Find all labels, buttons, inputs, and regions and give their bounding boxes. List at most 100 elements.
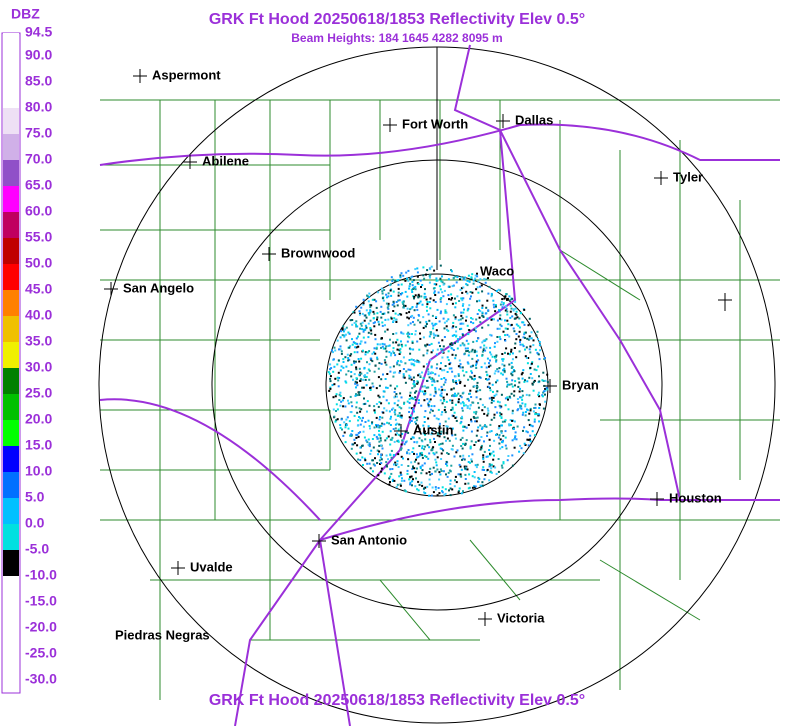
echo-pixel xyxy=(351,343,354,346)
echo-pixel xyxy=(472,322,475,325)
echo-pixel xyxy=(378,396,381,399)
echo-pixel xyxy=(504,397,507,400)
echo-pixel xyxy=(377,367,380,370)
echo-pixel xyxy=(350,434,353,437)
echo-pixel xyxy=(444,365,447,367)
echo-pixel xyxy=(374,352,377,355)
echo-pixel xyxy=(514,312,517,315)
echo-pixel xyxy=(469,446,472,449)
echo-pixel xyxy=(454,479,456,482)
echo-pixel xyxy=(504,319,506,322)
echo-pixel xyxy=(471,377,474,380)
echo-pixel xyxy=(360,306,363,309)
echo-pixel xyxy=(538,341,541,344)
echo-pixel xyxy=(517,377,520,380)
echo-pixel xyxy=(370,304,373,307)
echo-pixel xyxy=(495,354,498,357)
echo-pixel xyxy=(409,277,412,280)
echo-pixel xyxy=(426,485,429,488)
echo-pixel xyxy=(492,390,494,393)
echo-pixel xyxy=(415,453,418,456)
echo-pixel xyxy=(466,361,469,364)
echo-pixel xyxy=(339,394,342,397)
echo-pixel xyxy=(472,340,475,343)
echo-pixel xyxy=(439,367,442,370)
echo-pixel xyxy=(394,409,397,412)
echo-pixel xyxy=(494,310,497,313)
echo-pixel xyxy=(413,383,416,386)
echo-pixel xyxy=(537,391,540,394)
echo-pixel xyxy=(347,370,350,373)
echo-pixel xyxy=(532,339,535,342)
echo-pixel xyxy=(424,433,426,436)
echo-pixel xyxy=(504,309,507,312)
echo-pixel xyxy=(393,391,396,393)
echo-pixel xyxy=(444,309,447,312)
echo-pixel xyxy=(516,316,519,319)
echo-pixel xyxy=(433,269,436,272)
echo-pixel xyxy=(435,329,438,332)
echo-pixel xyxy=(523,323,526,326)
legend-label: 25.0 xyxy=(25,385,52,401)
legend-swatch xyxy=(3,420,19,446)
echo-pixel xyxy=(407,458,410,461)
echo-pixel xyxy=(465,371,468,374)
echo-pixel xyxy=(511,352,514,355)
echo-pixel xyxy=(392,350,395,353)
echo-pixel xyxy=(400,447,403,450)
echo-pixel xyxy=(517,401,520,404)
echo-pixel xyxy=(382,347,385,350)
echo-pixel xyxy=(500,464,503,467)
echo-pixel xyxy=(450,347,453,350)
echo-pixel xyxy=(410,437,413,440)
echo-pixel xyxy=(431,449,434,452)
echo-pixel xyxy=(445,473,447,476)
echo-pixel xyxy=(342,330,345,333)
echo-pixel xyxy=(365,316,368,319)
echo-pixel xyxy=(364,378,367,381)
legend-label: 45.0 xyxy=(25,281,52,297)
echo-pixel xyxy=(502,462,505,465)
echo-pixel xyxy=(444,420,447,423)
echo-pixel xyxy=(524,336,526,339)
echo-pixel xyxy=(502,434,505,437)
echo-pixel xyxy=(406,469,409,472)
echo-pixel xyxy=(453,455,456,458)
echo-pixel xyxy=(409,352,412,355)
echo-pixel xyxy=(367,336,370,339)
echo-pixel xyxy=(407,335,409,338)
echo-pixel xyxy=(469,445,472,448)
echo-pixel xyxy=(378,440,381,443)
echo-pixel xyxy=(440,458,443,460)
echo-pixel xyxy=(366,295,369,298)
echo-pixel xyxy=(414,268,417,271)
echo-pixel xyxy=(400,396,403,399)
echo-pixel xyxy=(528,423,531,426)
echo-pixel xyxy=(459,336,461,339)
echo-pixel xyxy=(518,317,521,320)
echo-pixel xyxy=(376,449,379,452)
echo-pixel xyxy=(461,392,464,395)
echo-pixel xyxy=(511,464,514,467)
echo-pixel xyxy=(334,377,337,380)
echo-pixel xyxy=(461,333,464,335)
echo-pixel xyxy=(445,311,448,314)
echo-pixel xyxy=(408,359,411,361)
echo-pixel xyxy=(342,434,345,437)
echo-pixel xyxy=(476,272,478,275)
echo-pixel xyxy=(524,414,527,417)
echo-pixel xyxy=(530,362,533,365)
echo-pixel xyxy=(385,293,388,296)
echo-pixel xyxy=(427,432,430,435)
echo-pixel xyxy=(430,494,433,497)
echo-pixel xyxy=(438,478,441,481)
echo-pixel xyxy=(485,306,488,309)
echo-pixel xyxy=(429,438,432,441)
city-marker xyxy=(718,293,732,311)
echo-pixel xyxy=(415,422,417,425)
echo-pixel xyxy=(373,434,376,437)
echo-pixel xyxy=(439,288,442,291)
echo-pixel xyxy=(500,301,503,304)
echo-pixel xyxy=(523,426,526,429)
echo-pixel xyxy=(523,331,526,334)
